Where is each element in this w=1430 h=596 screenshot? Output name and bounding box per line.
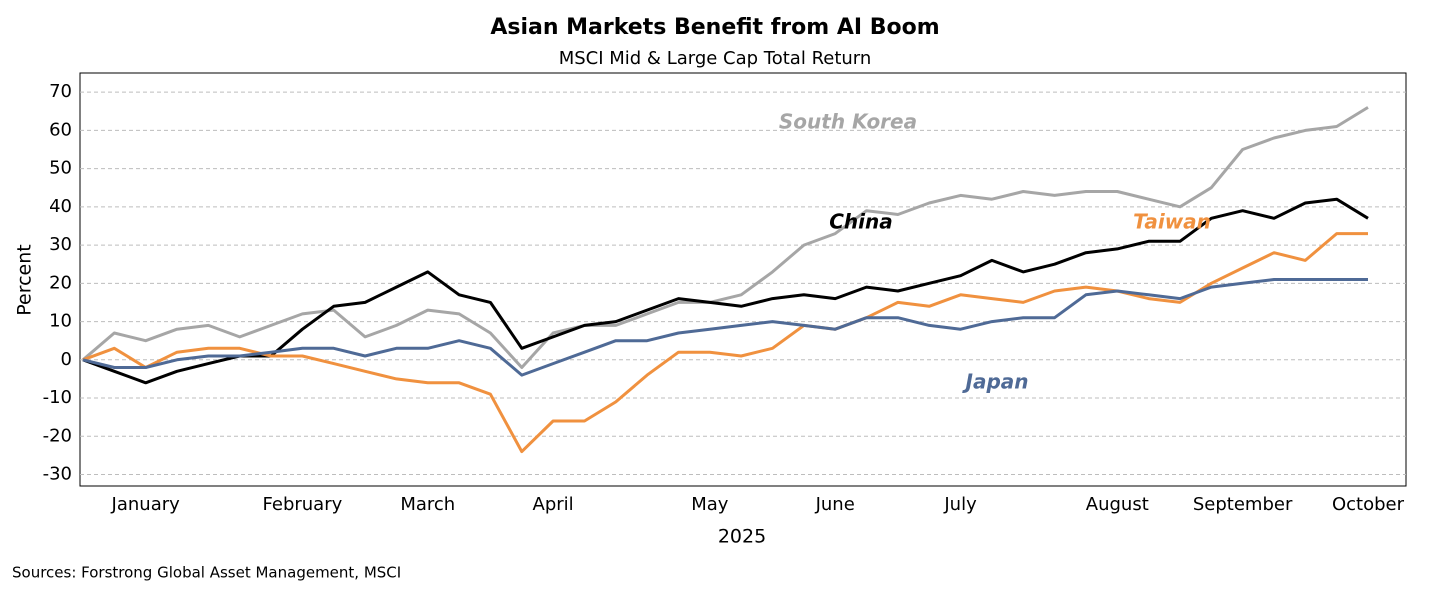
chart-title: Asian Markets Benefit from AI Boom	[490, 15, 939, 40]
plot-frame	[79, 72, 1407, 487]
y-axis-label: Percent	[14, 244, 36, 316]
x-tick-label: February	[263, 494, 343, 515]
x-tick-label: June	[815, 494, 855, 515]
x-tick-label: July	[943, 494, 977, 515]
series-label: Japan	[962, 370, 1029, 394]
x-tick-label: September	[1193, 494, 1293, 515]
y-tick-label: 30	[49, 234, 72, 255]
y-tick-label: 50	[49, 158, 72, 179]
x-tick-label: April	[533, 494, 574, 515]
x-axis-label: 2025	[718, 526, 766, 548]
series-label: South Korea	[779, 110, 917, 134]
series-line	[82, 197, 1369, 385]
source-note: Sources: Forstrong Global Asset Manageme…	[12, 564, 401, 582]
chart-subtitle: MSCI Mid & Large Cap Total Return	[559, 48, 872, 69]
series-label: China	[829, 210, 893, 234]
y-tick-label: -10	[43, 387, 72, 408]
series-line	[82, 278, 1368, 377]
series-line	[82, 232, 1368, 454]
x-tick-label: March	[400, 494, 455, 515]
series-label: Taiwan	[1133, 210, 1211, 234]
y-tick-label: -30	[43, 464, 72, 485]
y-tick-label: 20	[49, 272, 72, 293]
x-tick-label: October	[1332, 494, 1405, 515]
y-tick-label: 0	[61, 349, 72, 370]
y-tick-label: 60	[49, 119, 72, 140]
x-tick-label: May	[691, 494, 729, 515]
series-line	[82, 106, 1369, 369]
y-tick-label: 10	[49, 311, 72, 332]
x-tick-label: January	[111, 494, 181, 515]
x-tick-label: August	[1086, 494, 1149, 515]
y-tick-label: 40	[49, 196, 72, 217]
y-tick-label: -20	[43, 425, 72, 446]
y-tick-label: 70	[49, 81, 72, 102]
